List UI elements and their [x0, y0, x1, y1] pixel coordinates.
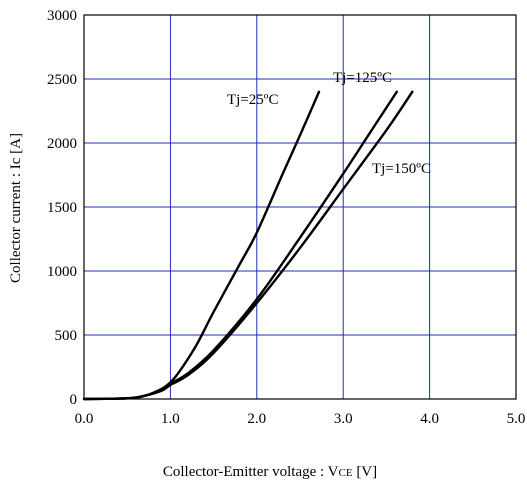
- x-tick-label: 4.0: [420, 411, 439, 427]
- y-tick-label: 1000: [47, 264, 77, 280]
- series-label-tj150: Tj=150ºC: [372, 161, 431, 177]
- series-line-tj25: [82, 90, 321, 401]
- series-line-tj150: [82, 90, 414, 401]
- plot-frame: [83, 14, 517, 400]
- y-tick-label: 2500: [47, 72, 77, 88]
- series-label-tj25: Tj=25ºC: [227, 92, 278, 108]
- x-tick-label: 1.0: [161, 411, 180, 427]
- x-axis-title: Collector-Emitter voltage : VCE [V]: [163, 464, 377, 480]
- x-tick-label: 5.0: [507, 411, 526, 427]
- y-tick-labels: 0 500 1000 1500 2000 2500 3000: [47, 8, 77, 408]
- y-tick-label: 0: [70, 392, 78, 408]
- series-curves: [82, 90, 414, 401]
- y-tick-label: 2000: [47, 136, 77, 152]
- grid-lines: [84, 15, 516, 399]
- y-axis-title: Collector current : Ic [A]: [8, 133, 24, 283]
- x-tick-label: 3.0: [334, 411, 353, 427]
- x-tick-labels: 0.0 1.0 2.0 3.0 4.0 5.0: [75, 411, 526, 427]
- series-line-tj125: [82, 90, 398, 401]
- y-tick-label: 500: [55, 328, 78, 344]
- x-tick-label: 2.0: [247, 411, 266, 427]
- series-label-tj125: Tj=125ºC: [333, 70, 392, 86]
- y-tick-label: 1500: [47, 200, 77, 216]
- series-labels: Tj=25ºC Tj=125ºC Tj=150ºC: [227, 70, 431, 177]
- x-tick-label: 0.0: [75, 411, 94, 427]
- y-tick-label: 3000: [47, 8, 77, 24]
